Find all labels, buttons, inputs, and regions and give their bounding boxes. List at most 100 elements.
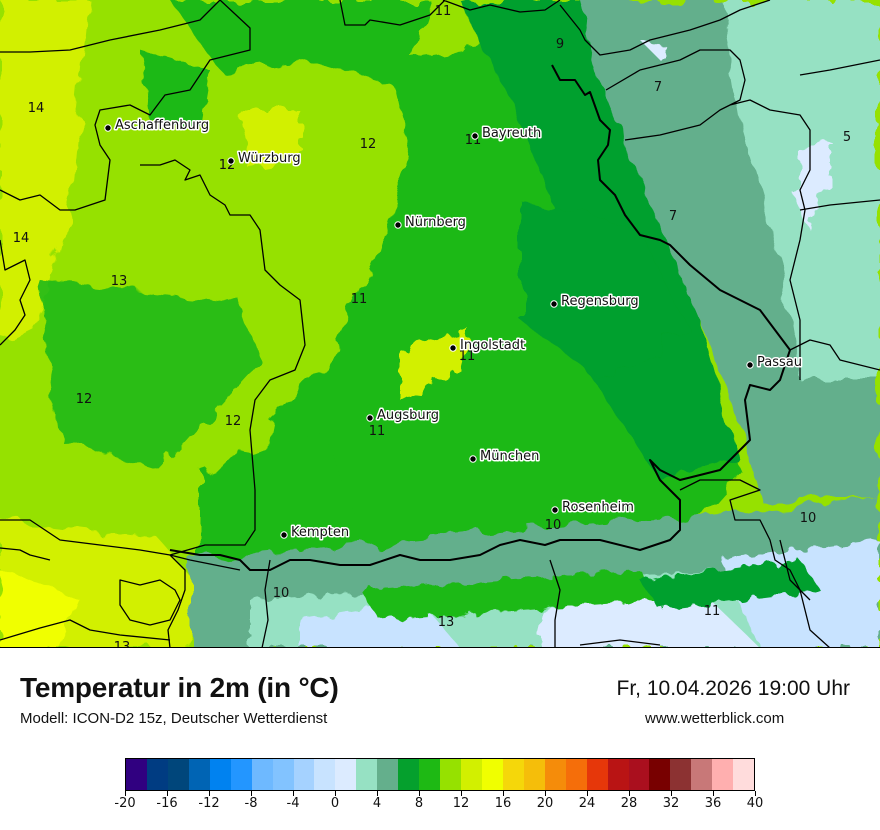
colorbar-segment bbox=[628, 759, 650, 790]
city-marker: Regensburg bbox=[550, 293, 640, 311]
colorbar-tick bbox=[250, 791, 252, 796]
colorbar-segment bbox=[314, 759, 336, 790]
colorbar-segment bbox=[272, 759, 294, 790]
temperature-value-label: 12 bbox=[225, 414, 242, 429]
city-label: Passau bbox=[757, 355, 802, 370]
colorbar-segment bbox=[712, 759, 734, 790]
chart-title: Temperatur in 2m (in °C) bbox=[20, 672, 339, 703]
temperature-colorbar bbox=[125, 758, 755, 791]
colorbar-tick-label: 20 bbox=[536, 796, 554, 811]
temperature-map: 11 9 7 5 14 12 12 11 7 14 13 11 11 12 12 11 10 10 10 13 11 13… bbox=[0, 0, 880, 648]
colorbar-segment bbox=[440, 759, 461, 790]
colorbar-segment bbox=[607, 759, 629, 790]
colorbar-tick-label: 28 bbox=[620, 796, 638, 811]
city-label: Würzburg bbox=[238, 151, 301, 166]
colorbar-segment bbox=[649, 759, 671, 790]
city-dot-icon bbox=[394, 221, 402, 229]
temperature-value-label: 13 bbox=[438, 615, 455, 630]
city-dot-icon bbox=[280, 531, 288, 539]
colorbar-segment bbox=[293, 759, 315, 790]
city-label: Aschaffenburg bbox=[115, 118, 209, 133]
colorbar-segment bbox=[586, 759, 608, 790]
city-label: München bbox=[480, 449, 539, 464]
colorbar-segment bbox=[335, 759, 357, 790]
temperature-value-label: 10 bbox=[545, 518, 562, 533]
city-dot-icon bbox=[550, 300, 558, 308]
colorbar-tick-label: 36 bbox=[704, 796, 722, 811]
colorbar-segment bbox=[251, 759, 273, 790]
colorbar-segment bbox=[377, 759, 399, 790]
temperature-value-label: 5 bbox=[843, 130, 851, 145]
temperature-value-label: 12 bbox=[360, 137, 377, 152]
city-marker: Aschaffenburg bbox=[104, 117, 211, 135]
temperature-value-label: 12 bbox=[76, 392, 93, 407]
temperature-value-label: 11 bbox=[351, 292, 368, 307]
colorbar-tick bbox=[124, 791, 126, 796]
colorbar-segment bbox=[565, 759, 587, 790]
colorbar-tick-label: 16 bbox=[494, 796, 512, 811]
city-dot-icon bbox=[366, 414, 374, 422]
colorbar-tick bbox=[334, 791, 336, 796]
colorbar-segment bbox=[502, 759, 524, 790]
city-marker: Bayreuth bbox=[471, 125, 543, 143]
model-source: Modell: ICON-D2 15z, Deutscher Wetterdie… bbox=[20, 710, 328, 727]
colorbar-segment bbox=[544, 759, 566, 790]
colorbar-segment bbox=[691, 759, 713, 790]
city-marker: München bbox=[469, 448, 541, 466]
city-dot-icon bbox=[104, 124, 112, 132]
city-markers: Aschaffenburg Würzburg Bayreuth Nürnberg Reg… bbox=[104, 117, 803, 542]
colorbar-ticks: -20 -16 -12 -8 -4 0 4 8 12 16 20 24 28 32 36 40 bbox=[114, 791, 763, 821]
temperature-value-label: 14 bbox=[28, 101, 45, 116]
colorbar-segment bbox=[398, 759, 420, 790]
city-label: Regensburg bbox=[561, 294, 639, 309]
colorbar-tick bbox=[376, 791, 378, 796]
colorbar-tick bbox=[712, 791, 714, 796]
colorbar-tick-label: 8 bbox=[414, 796, 424, 811]
temperature-value-label: 10 bbox=[800, 511, 817, 526]
colorbar-tick-label: 32 bbox=[662, 796, 680, 811]
colorbar-tick-label: 4 bbox=[372, 796, 382, 811]
temperature-value-label: 11 bbox=[369, 424, 386, 439]
city-marker: Ingolstadt bbox=[449, 337, 527, 355]
temperature-value-label: 7 bbox=[654, 80, 662, 95]
colorbar-tick bbox=[208, 791, 210, 796]
colorbar-tick-label: 40 bbox=[746, 796, 764, 811]
colorbar-segment bbox=[733, 759, 755, 790]
colorbar-segment bbox=[188, 759, 210, 790]
colorbar-tick-label: -8 bbox=[244, 796, 258, 811]
city-marker: Rosenheim bbox=[551, 499, 635, 517]
city-label: Rosenheim bbox=[562, 500, 634, 515]
temperature-value-label: 11 bbox=[435, 4, 452, 19]
colorbar-tick bbox=[460, 791, 462, 796]
forecast-datetime: Fr, 10.04.2026 19:00 Uhr bbox=[616, 677, 851, 700]
colorbar-tick-label: -20 bbox=[114, 796, 136, 811]
city-marker: Nürnberg bbox=[394, 214, 467, 232]
colorbar-tick-label: -4 bbox=[286, 796, 300, 811]
temperature-value-label: 13 bbox=[114, 640, 131, 648]
city-dot-icon bbox=[449, 344, 457, 352]
city-marker: Passau bbox=[746, 354, 803, 372]
colorbar-segment bbox=[419, 759, 441, 790]
border-lines bbox=[0, 0, 880, 647]
city-label: Ingolstadt bbox=[460, 338, 525, 353]
city-dot-icon bbox=[469, 455, 477, 463]
temperature-value-label: 11 bbox=[459, 349, 476, 364]
temperature-value-label: 9 bbox=[556, 37, 564, 52]
city-marker: Kempten bbox=[280, 524, 351, 542]
colorbar-tick bbox=[292, 791, 294, 796]
temperature-value-label: 13 bbox=[111, 274, 128, 289]
colorbar-segment bbox=[167, 759, 189, 790]
colorbar-tick bbox=[670, 791, 672, 796]
city-dot-icon bbox=[746, 361, 754, 369]
colorbar-segment bbox=[230, 759, 252, 790]
website-url: www.wetterblick.com bbox=[645, 710, 785, 727]
city-label: Augsburg bbox=[377, 408, 439, 423]
colorbar-segment bbox=[356, 759, 378, 790]
colorbar-segment bbox=[146, 759, 168, 790]
colorbar-segment bbox=[461, 759, 482, 790]
city-label: Bayreuth bbox=[482, 126, 541, 141]
colorbar-segment bbox=[209, 759, 231, 790]
city-marker: Würzburg bbox=[227, 150, 302, 168]
